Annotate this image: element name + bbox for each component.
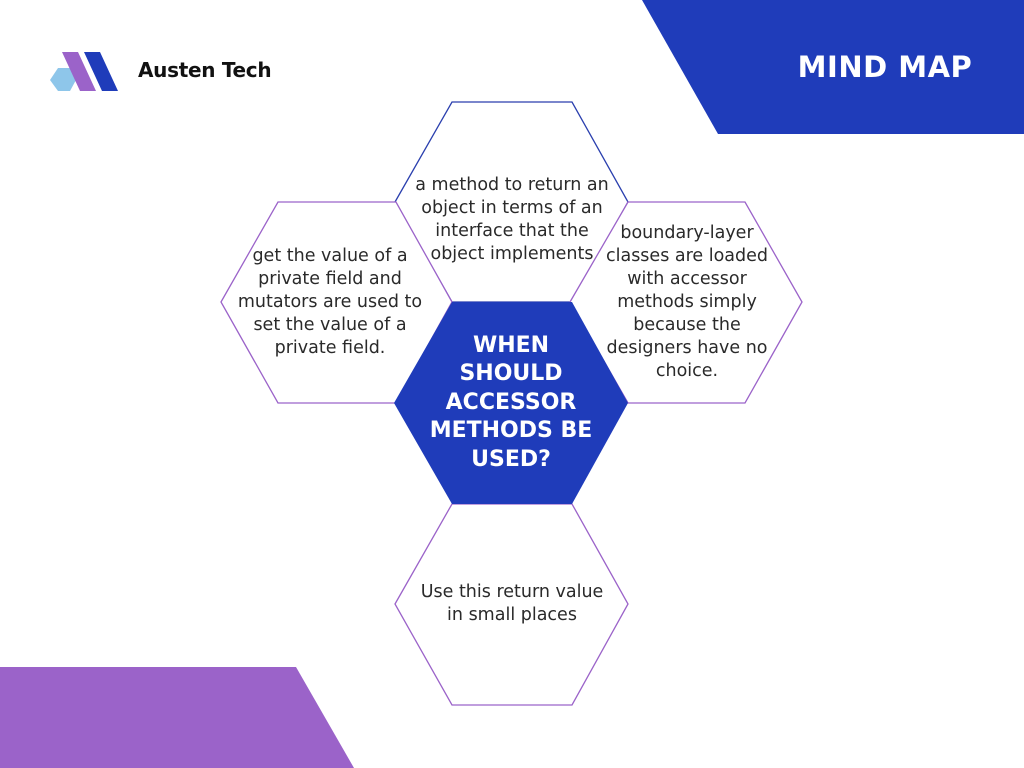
node-bottom: Use this return value in small places (420, 546, 604, 662)
brand-name: Austen Tech (138, 58, 272, 82)
node-top-text: a method to return an object in terms of… (415, 175, 609, 264)
node-left-text: get the value of a private field and mut… (237, 245, 423, 358)
node-left: get the value of a private field and mut… (232, 232, 428, 372)
node-right: boundary-layer classes are loaded with a… (592, 223, 782, 381)
node-bottom-text: Use this return value in small places (420, 582, 604, 625)
node-right-text: boundary-layer classes are loaded with a… (605, 222, 769, 381)
hex-center (394, 302, 628, 504)
footer-block (0, 667, 354, 768)
center-node: WHEN SHOULD ACCESSOR METHODS BE USED? (428, 305, 594, 501)
center-node-text: WHEN SHOULD ACCESSOR METHODS BE USED? (429, 332, 593, 472)
logo-icon (50, 52, 118, 91)
page-title: MIND MAP (797, 50, 973, 84)
node-top: a method to return an object in terms of… (412, 150, 612, 290)
header-banner (642, 0, 1024, 134)
